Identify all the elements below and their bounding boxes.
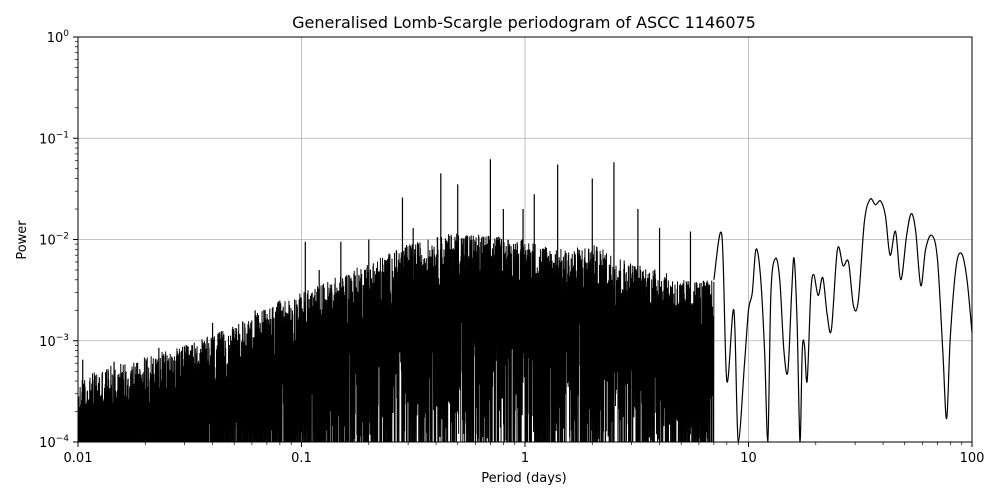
- y-axis: 10−4 10−3 10−2 10−1 100: [39, 29, 78, 451]
- y-tick-label: 10−2: [39, 232, 69, 249]
- x-tick-label: 100: [960, 451, 985, 466]
- x-tick-label: 10: [740, 451, 757, 466]
- periodogram-noise-trace: [77, 233, 715, 443]
- y-tick-label: 10−4: [39, 434, 69, 451]
- x-tick-label: 1: [521, 451, 529, 466]
- y-axis-label: Power: [15, 220, 30, 260]
- x-axis: 0.01 0.1 1 10 100: [64, 442, 985, 466]
- x-tick-label: 0.1: [291, 451, 312, 466]
- periodogram-smooth-trace: [713, 198, 973, 443]
- x-axis-label: Period (days): [481, 471, 567, 486]
- chart-title: Generalised Lomb-Scargle periodogram of …: [292, 13, 756, 32]
- periodogram-curve: [77, 159, 973, 443]
- y-tick-label: 100: [47, 29, 70, 46]
- x-tick-label: 0.01: [64, 451, 93, 466]
- y-tick-label: 10−1: [39, 130, 69, 147]
- y-tick-label: 10−3: [39, 333, 69, 350]
